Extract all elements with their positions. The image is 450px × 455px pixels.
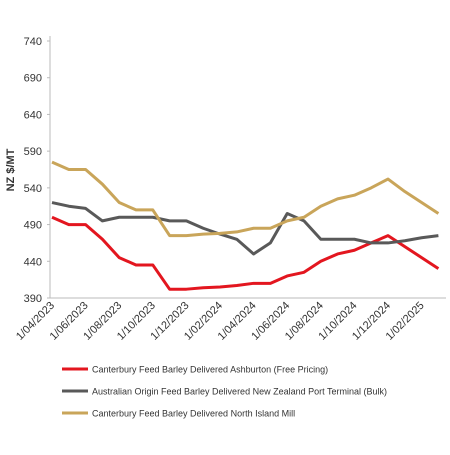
y-tick-label: 640: [24, 109, 42, 121]
data-line: [51, 201, 439, 256]
y-axis-label: NZ $/MT: [5, 148, 17, 191]
y-tick-label: 590: [24, 146, 42, 158]
legend-label: Australian Origin Feed Barley Delivered …: [92, 387, 387, 397]
y-tick-label: 540: [24, 183, 42, 195]
legend-label: Canterbury Feed Barley Delivered North I…: [92, 409, 295, 419]
data-line: [51, 160, 440, 238]
y-tick-label: 490: [24, 220, 42, 232]
y-tick-label: 740: [24, 36, 42, 48]
data-line: [51, 215, 440, 291]
y-tick-label: 390: [24, 293, 42, 305]
y-tick-label: 690: [24, 73, 42, 85]
legend-label: Canterbury Feed Barley Delivered Ashburt…: [92, 365, 328, 375]
y-tick-label: 440: [24, 256, 42, 268]
